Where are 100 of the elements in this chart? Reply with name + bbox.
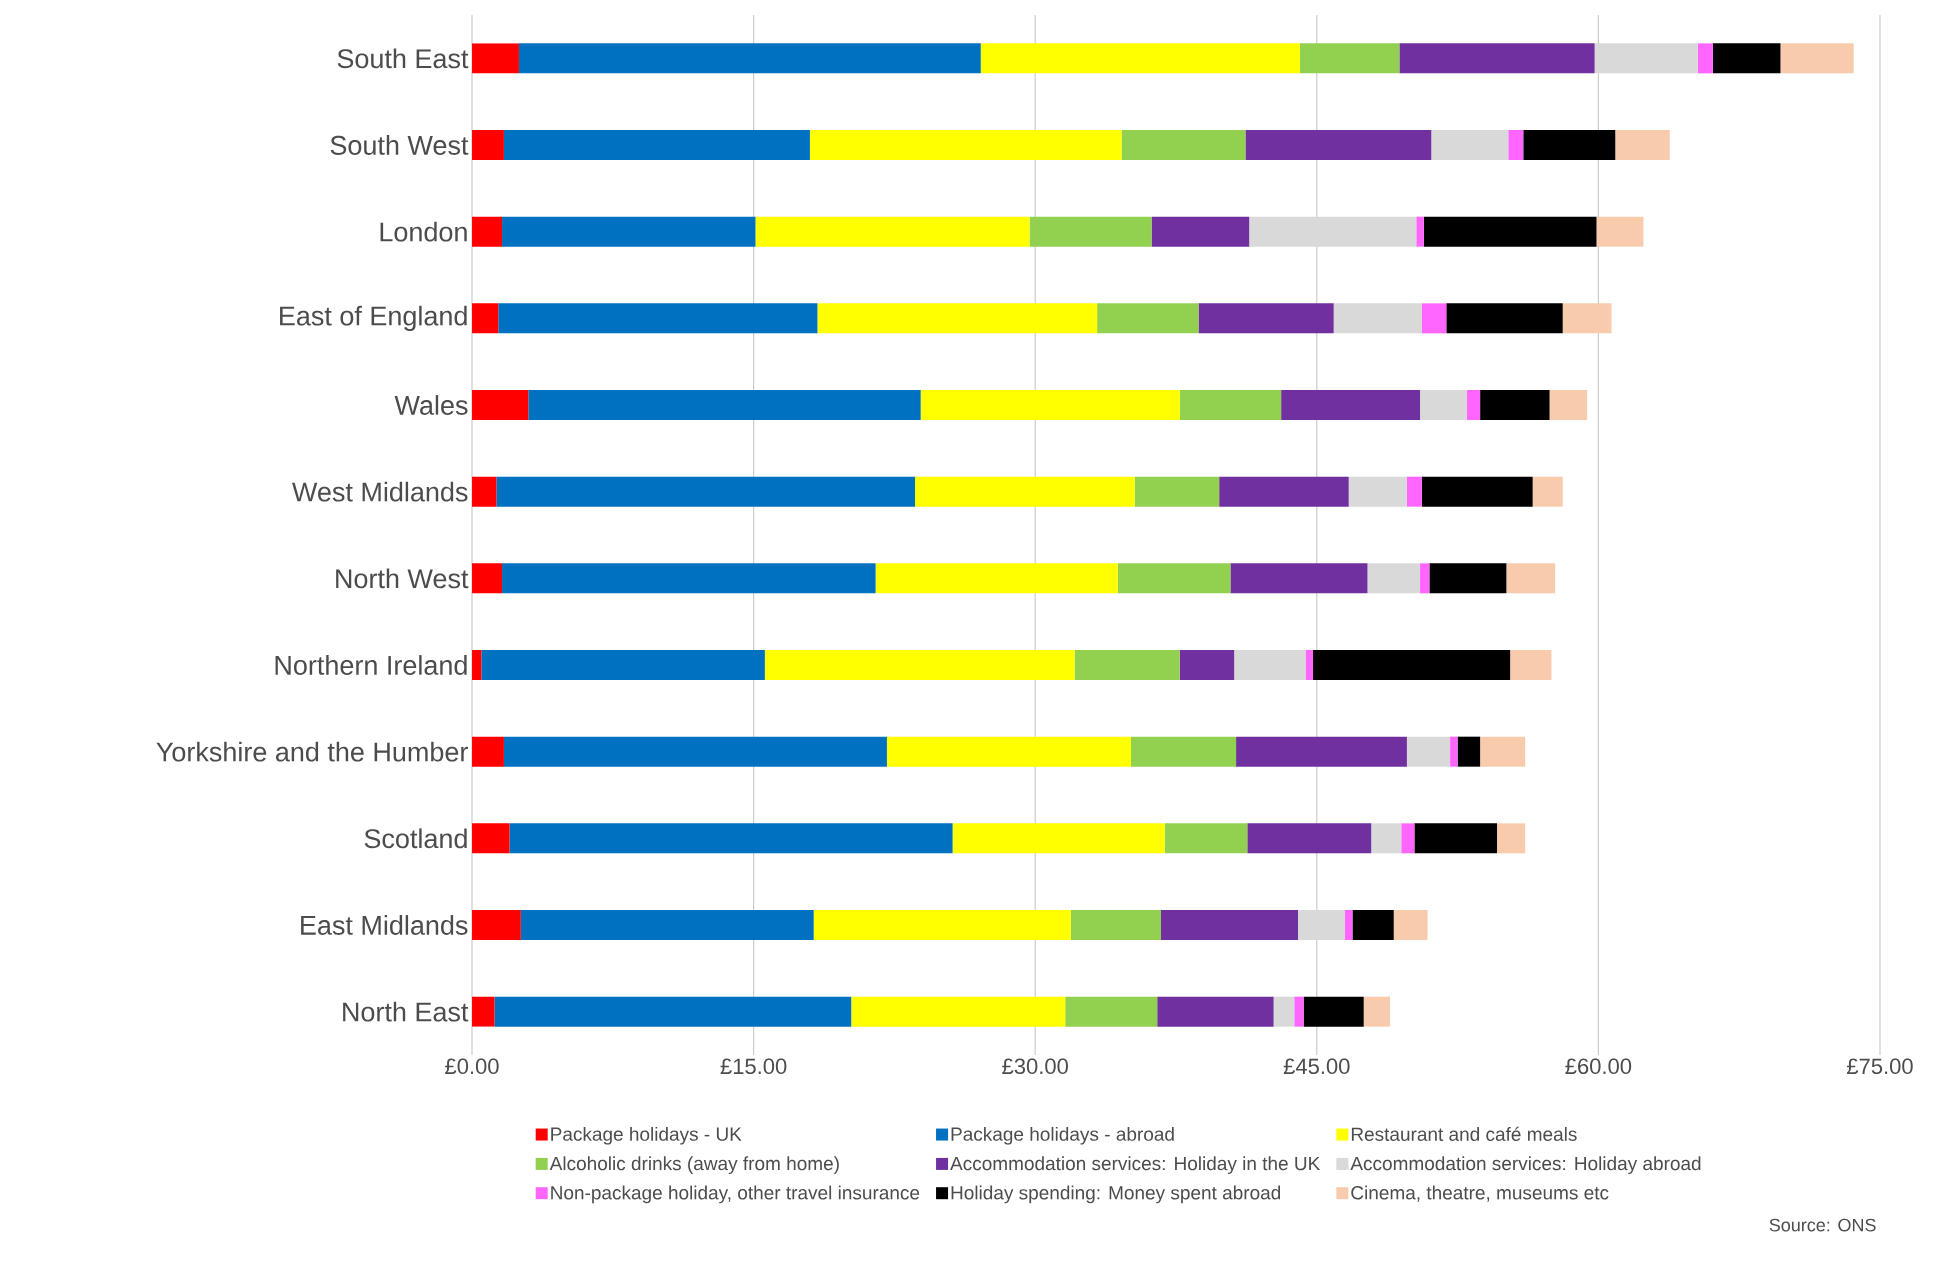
bar <box>1247 823 1372 854</box>
bar <box>498 303 818 334</box>
x-tick-label: £45.00 <box>1283 1058 1350 1075</box>
bar <box>1423 216 1597 247</box>
legend-label: Non-package holiday, other travel insurance <box>551 1185 920 1204</box>
bar <box>1313 650 1511 680</box>
legend-label: Accommodation services: Holiday abroad <box>1350 1156 1701 1174</box>
bar <box>1780 43 1854 74</box>
bar <box>1273 996 1295 1027</box>
y-tick-label: South West <box>330 135 469 155</box>
y-tick-label: London <box>380 221 467 242</box>
bar <box>980 43 1300 74</box>
x-tick-label: £75.00 <box>1846 1058 1913 1075</box>
bar <box>472 996 495 1027</box>
bar <box>502 216 756 247</box>
bar <box>1097 303 1199 334</box>
y-tick-label: North West <box>336 568 469 589</box>
bar <box>472 563 503 594</box>
bar <box>1299 43 1400 74</box>
bar <box>1466 390 1481 421</box>
source-note: Source: ONS <box>1769 1218 1876 1232</box>
bar <box>1333 303 1422 334</box>
bar <box>528 390 921 421</box>
bar <box>1712 43 1781 74</box>
bar <box>1352 910 1394 940</box>
legend-label: Alcoholic drinks (away from home) <box>549 1156 839 1174</box>
bar <box>1363 996 1390 1027</box>
y-tick-label: Northern Ireland <box>275 655 467 675</box>
bar <box>472 476 497 507</box>
bar <box>1510 650 1552 680</box>
bar <box>886 736 1131 767</box>
bar <box>1249 216 1417 247</box>
bar <box>1421 303 1447 334</box>
bar <box>1406 476 1422 507</box>
bar <box>1198 303 1334 334</box>
legend-label: Accommodation services: Holiday in the UK <box>950 1156 1321 1174</box>
legend-label: Restaurant and café meals <box>1351 1126 1577 1141</box>
bar <box>1615 130 1670 161</box>
legend-label: Holiday spending: Money spent abroad <box>951 1185 1281 1204</box>
bar <box>1532 476 1563 507</box>
bar <box>472 303 499 334</box>
bar <box>1399 43 1595 74</box>
bar <box>503 736 887 767</box>
bar <box>1457 736 1481 767</box>
bar <box>1281 390 1421 421</box>
bar <box>1074 650 1180 680</box>
bar <box>1562 303 1612 334</box>
bar <box>1134 476 1220 507</box>
bar <box>509 823 953 854</box>
x-tick-label: £30.00 <box>1002 1058 1068 1075</box>
bar <box>1157 996 1274 1027</box>
bar <box>1401 823 1415 854</box>
bar <box>851 996 1066 1027</box>
bar <box>813 910 1071 940</box>
bar <box>1151 216 1250 247</box>
bar <box>817 303 1098 334</box>
bar <box>920 390 1180 421</box>
bar <box>472 130 504 161</box>
x-tick-label: £15.00 <box>720 1058 787 1075</box>
bar <box>1497 823 1526 854</box>
bar <box>764 650 1075 680</box>
bar <box>1029 216 1152 247</box>
legend-label: Package holidays - abroad <box>951 1126 1174 1145</box>
bar <box>494 996 852 1027</box>
bar <box>1298 910 1345 940</box>
bar <box>1371 823 1402 854</box>
bar <box>1070 910 1161 940</box>
bar <box>472 43 519 74</box>
bar <box>1179 650 1235 680</box>
bar <box>809 130 1122 161</box>
bar <box>1508 130 1524 161</box>
y-tick-label: Scotland <box>364 828 467 849</box>
bar <box>1303 996 1364 1027</box>
legend-label: Package holidays - UK <box>551 1126 742 1145</box>
bar <box>1179 390 1282 421</box>
bar <box>1393 910 1428 940</box>
bar <box>1420 563 1430 594</box>
bar <box>1164 823 1248 854</box>
bar <box>472 823 510 854</box>
bar <box>952 823 1165 854</box>
x-tick-label: £60.00 <box>1565 1058 1632 1075</box>
bar <box>503 130 810 161</box>
bar <box>1431 130 1509 161</box>
y-tick-label: East of England <box>280 305 467 331</box>
bar <box>1480 736 1526 767</box>
bar <box>481 650 765 680</box>
y-tick-label: North East <box>343 1001 469 1022</box>
bar <box>875 563 1118 594</box>
bar <box>496 476 916 507</box>
bar <box>1480 390 1550 421</box>
bar <box>520 910 814 940</box>
bar <box>755 216 1030 247</box>
bar <box>1160 910 1299 940</box>
bar <box>1219 476 1349 507</box>
bar <box>1065 996 1158 1027</box>
x-tick-label: £0.00 <box>445 1058 499 1075</box>
bar <box>1130 736 1237 767</box>
bar <box>472 216 503 247</box>
bar <box>1416 216 1424 247</box>
bar <box>1406 736 1451 767</box>
